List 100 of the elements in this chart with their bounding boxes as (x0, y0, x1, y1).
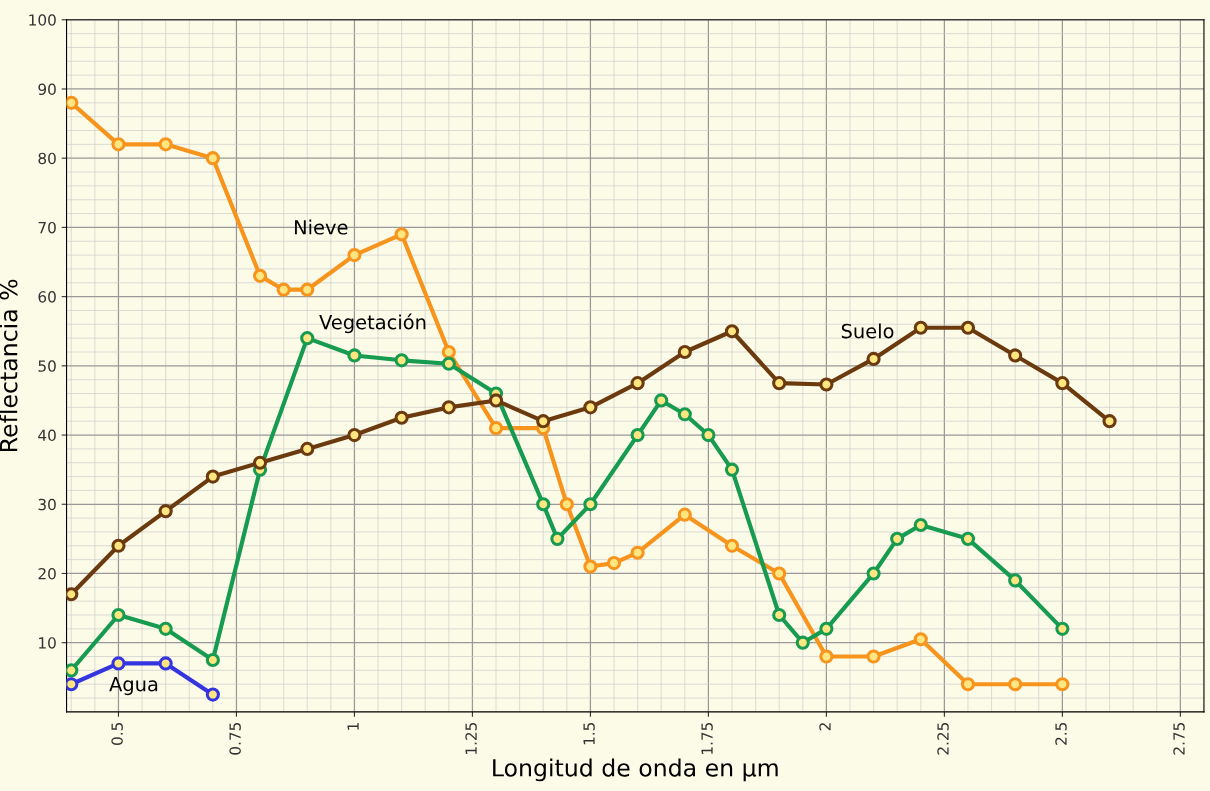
point (890, 531, 905, 546)
point (394, 227, 409, 242)
point (347, 348, 362, 363)
point (1008, 677, 1023, 692)
point (300, 331, 315, 346)
y-tick-label: 90 (38, 83, 56, 96)
point (630, 376, 645, 391)
point (441, 344, 456, 360)
y-tick-label: 100 (29, 14, 56, 26)
point (819, 377, 834, 392)
point (960, 677, 976, 692)
point (205, 652, 220, 668)
point (1055, 677, 1070, 692)
y-tick-label: 80 (38, 152, 56, 165)
x-tick-label: 0.75 (229, 722, 241, 755)
point (630, 545, 645, 560)
x-tick-label: 2 (819, 723, 831, 731)
point (158, 137, 173, 152)
y-tick-label: 70 (38, 221, 56, 234)
point (583, 497, 598, 512)
point (866, 566, 881, 581)
point (252, 268, 268, 283)
point (795, 635, 810, 650)
point (488, 421, 504, 436)
y-tick-label: 20 (38, 567, 56, 580)
point (488, 393, 504, 408)
point (1055, 376, 1070, 391)
x-tick-label: 0.5 (111, 722, 123, 745)
point (724, 324, 740, 339)
point (606, 556, 622, 571)
point (866, 351, 881, 366)
x-tick-label: 2.25 (937, 722, 949, 755)
point (111, 137, 126, 152)
series-label: Vegetación (319, 313, 426, 334)
point (205, 687, 220, 702)
y-tick-label: 50 (38, 360, 56, 372)
point (772, 607, 787, 623)
point (158, 504, 173, 519)
series-label: Agua (109, 676, 158, 696)
point (654, 393, 669, 408)
point (913, 320, 928, 335)
point (1008, 348, 1023, 363)
series-label: Nieve (294, 219, 348, 235)
point (347, 427, 362, 443)
point (677, 407, 692, 422)
y-tick-label: 40 (38, 429, 56, 442)
point (536, 414, 551, 429)
point (66, 677, 79, 692)
x-tick-label: 1 (347, 723, 359, 730)
point (550, 531, 565, 546)
point (1102, 414, 1117, 429)
point (583, 400, 598, 415)
x-tick-label: 1.75 (701, 722, 713, 754)
point (960, 531, 976, 546)
point (66, 587, 79, 602)
y-tick-label: 10 (39, 637, 56, 649)
x-tick-label: 2.5 (1055, 722, 1067, 745)
point (913, 517, 928, 533)
point (158, 656, 173, 671)
y-tick-label: 60 (38, 291, 56, 303)
point (300, 282, 315, 297)
point (536, 497, 551, 512)
point (772, 566, 787, 581)
point (66, 663, 79, 678)
point (66, 95, 79, 110)
point (913, 632, 928, 647)
x-axis-title: Longitud de onda en µm (493, 758, 778, 782)
point (630, 427, 645, 443)
point (724, 538, 740, 553)
point (441, 356, 456, 371)
point (1055, 621, 1070, 636)
series-label: Suelo (841, 323, 894, 339)
point (205, 151, 220, 166)
y-tick-label: 30 (38, 498, 56, 511)
point (205, 469, 220, 484)
point (347, 248, 362, 263)
x-tick-label: 1.5 (583, 722, 595, 745)
point (300, 441, 315, 456)
point (111, 538, 126, 553)
point (252, 455, 268, 470)
point (583, 559, 598, 574)
point (772, 376, 787, 391)
x-tick-label: 1.25 (465, 722, 477, 754)
point (111, 656, 126, 671)
point (819, 649, 834, 664)
point (559, 497, 574, 512)
point (394, 410, 409, 425)
point (394, 353, 409, 368)
point (158, 621, 173, 636)
point (276, 282, 291, 297)
point (866, 649, 881, 664)
point (677, 344, 692, 360)
point (1008, 573, 1023, 588)
point (960, 320, 976, 335)
y-axis-title: Reflectancia % (0, 279, 18, 451)
point (677, 507, 692, 522)
x-tick-label: 2.75 (1173, 722, 1185, 755)
point (441, 400, 456, 415)
point (724, 462, 740, 477)
point (701, 427, 716, 443)
